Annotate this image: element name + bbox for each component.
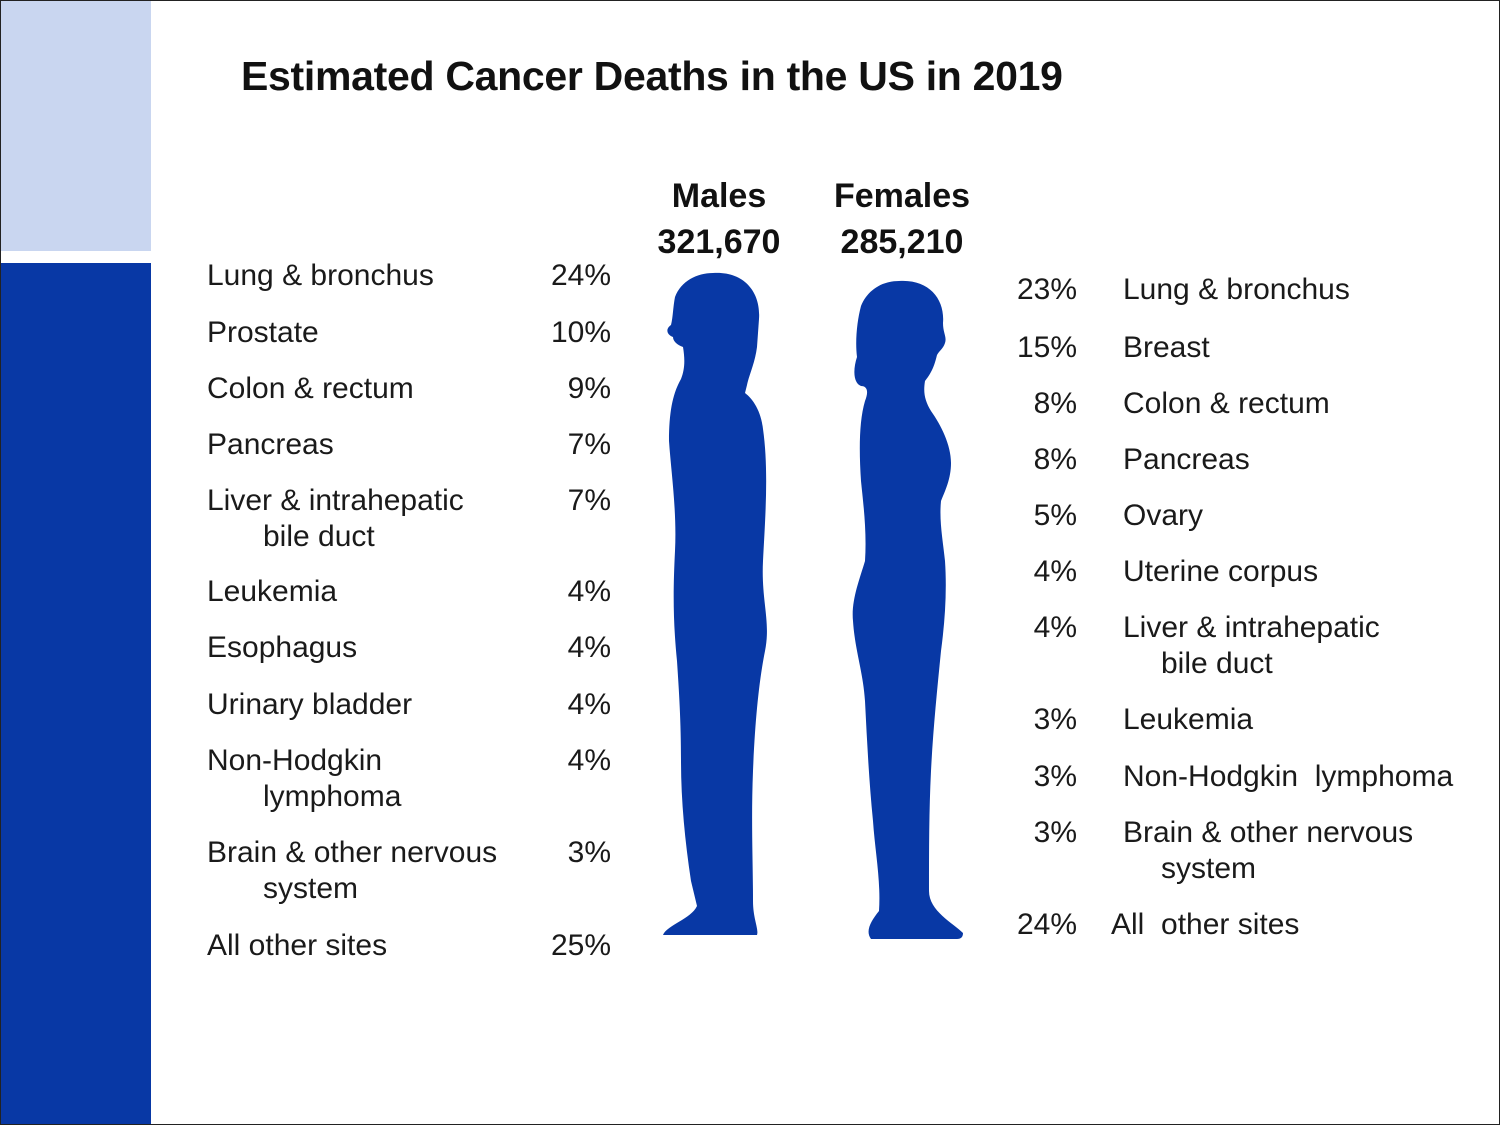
female-site-label: Ovary: [1123, 499, 1204, 532]
females-label: Females: [833, 177, 971, 215]
female-site-label: Non-Hodgkin lymphoma: [1123, 760, 1454, 793]
male-site: Brain & other nervous system: [207, 835, 497, 907]
female-pct: 5%: [1033, 499, 1077, 532]
female-site: Lung & bronchus: [1123, 272, 1350, 308]
male-site: Colon & rectum: [207, 371, 414, 407]
female-site-label-line2: bile duct: [1161, 647, 1273, 680]
female-site-label: Liver & intrahepatic: [1123, 611, 1380, 644]
male-pct: 4%: [567, 688, 611, 721]
females-total: 285,210: [840, 223, 964, 261]
male-site-label: Prostate: [207, 316, 319, 349]
males-label: Males: [671, 177, 767, 215]
female-site-label: Leukemia: [1123, 703, 1254, 736]
females-header: Females 285,210: [821, 173, 983, 265]
male-site-label-line2: system: [263, 872, 359, 905]
male-site-label: Urinary bladder: [207, 688, 413, 721]
male-silhouette: [663, 272, 767, 935]
female-site-label: Colon & rectum: [1123, 387, 1330, 420]
female-pct: 3%: [1033, 816, 1077, 849]
female-pct: 3%: [1033, 703, 1077, 736]
male-site-label: Brain & other nervous: [207, 836, 498, 869]
male-pct: 24%: [550, 259, 611, 292]
female-site: Pancreas: [1123, 442, 1250, 478]
male-site-label: Non-Hodgkin: [207, 744, 383, 777]
female-site: Liver & intrahepatic bile duct: [1123, 610, 1380, 682]
sidebar-accent-light: [1, 1, 151, 251]
female-site: Colon & rectum: [1123, 386, 1330, 422]
male-pct: 25%: [550, 929, 611, 962]
male-pct: 7%: [567, 428, 611, 461]
female-site-label: Uterine corpus: [1123, 555, 1319, 588]
male-site-label-line2: lymphoma: [263, 780, 402, 813]
male-site: Liver & intrahepatic bile duct: [207, 483, 464, 555]
slide-title: Estimated Cancer Deaths in the US in 201…: [241, 53, 1063, 99]
male-site: Urinary bladder: [207, 687, 412, 723]
male-pct: 7%: [567, 484, 611, 517]
female-pct: 15%: [1016, 331, 1077, 364]
female-pct: 4%: [1033, 611, 1077, 644]
male-pct: 4%: [567, 631, 611, 664]
female-site-label: Brain & other nervous: [1123, 816, 1414, 849]
male-site: Prostate: [207, 315, 319, 351]
female-site: Brain & other nervous system: [1123, 815, 1413, 887]
female-pct: 8%: [1033, 387, 1077, 420]
male-pct: 3%: [567, 836, 611, 869]
male-site: Pancreas: [207, 427, 334, 463]
male-site: Lung & bronchus: [207, 258, 434, 294]
female-site: Non-Hodgkin lymphoma: [1123, 759, 1453, 795]
female-site: Uterine corpus: [1123, 554, 1318, 590]
female-pct: 4%: [1033, 555, 1077, 588]
female-pct: 8%: [1033, 443, 1077, 476]
female-site-label-line2: system: [1161, 852, 1257, 885]
female-site: Breast: [1123, 330, 1210, 366]
male-site: Non-Hodgkin lymphoma: [207, 743, 401, 815]
male-site-label: Colon & rectum: [207, 372, 414, 405]
male-pct: 10%: [550, 316, 611, 349]
male-site-label: All other sites: [207, 929, 388, 962]
male-site: All other sites: [207, 928, 387, 964]
male-site-label: Leukemia: [207, 575, 338, 608]
male-pct: 4%: [567, 575, 611, 608]
female-pct: 24%: [1016, 908, 1077, 941]
male-pct: 9%: [567, 372, 611, 405]
female-site: Ovary: [1123, 498, 1203, 534]
male-site-label: Pancreas: [207, 428, 334, 461]
males-header: Males 321,670: [643, 173, 795, 265]
male-site: Leukemia: [207, 574, 337, 610]
male-pct: 4%: [567, 744, 611, 777]
sidebar-accent-dark: [1, 263, 151, 1124]
female-silhouette: [852, 280, 963, 939]
male-site-label-line2: bile duct: [263, 520, 375, 553]
female-site: Leukemia: [1123, 702, 1253, 738]
female-site-label: Lung & bronchus: [1123, 273, 1350, 306]
female-site-label: All other sites: [1111, 908, 1300, 941]
female-site: All other sites: [1111, 907, 1299, 943]
male-site-label: Lung & bronchus: [207, 259, 434, 292]
males-total: 321,670: [657, 223, 781, 261]
male-site-label: Esophagus: [207, 631, 358, 664]
female-site-label: Breast: [1123, 331, 1210, 364]
male-site: Esophagus: [207, 630, 357, 666]
female-pct: 23%: [1016, 273, 1077, 306]
female-site-label: Pancreas: [1123, 443, 1250, 476]
female-pct: 3%: [1033, 760, 1077, 793]
male-site-label: Liver & intrahepatic: [207, 484, 464, 517]
